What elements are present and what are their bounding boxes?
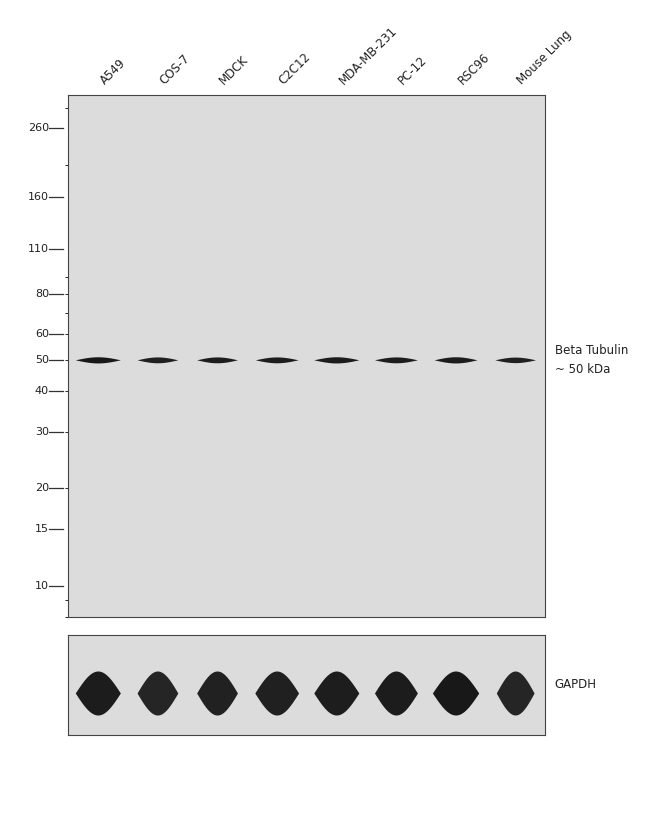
- Text: 50: 50: [35, 354, 49, 364]
- Text: 160: 160: [28, 191, 49, 201]
- Text: 10: 10: [35, 581, 49, 591]
- Text: 15: 15: [35, 524, 49, 534]
- Text: Mouse Lung: Mouse Lung: [515, 28, 575, 87]
- Text: GAPDH: GAPDH: [554, 679, 597, 691]
- Text: 110: 110: [28, 244, 49, 254]
- Text: 40: 40: [35, 386, 49, 396]
- Text: RSC96: RSC96: [456, 51, 492, 87]
- Text: 80: 80: [35, 289, 49, 299]
- Text: MDCK: MDCK: [217, 53, 251, 87]
- Text: MDA-MB-231: MDA-MB-231: [336, 24, 399, 87]
- Text: 30: 30: [35, 427, 49, 437]
- Text: Beta Tubulin
~ 50 kDa: Beta Tubulin ~ 50 kDa: [554, 344, 628, 376]
- Text: 60: 60: [35, 329, 49, 339]
- Text: 260: 260: [28, 123, 49, 133]
- Text: PC-12: PC-12: [396, 53, 430, 87]
- Text: C2C12: C2C12: [277, 51, 313, 87]
- Text: 20: 20: [35, 483, 49, 493]
- Text: A549: A549: [98, 57, 129, 87]
- Text: COS-7: COS-7: [157, 52, 192, 87]
